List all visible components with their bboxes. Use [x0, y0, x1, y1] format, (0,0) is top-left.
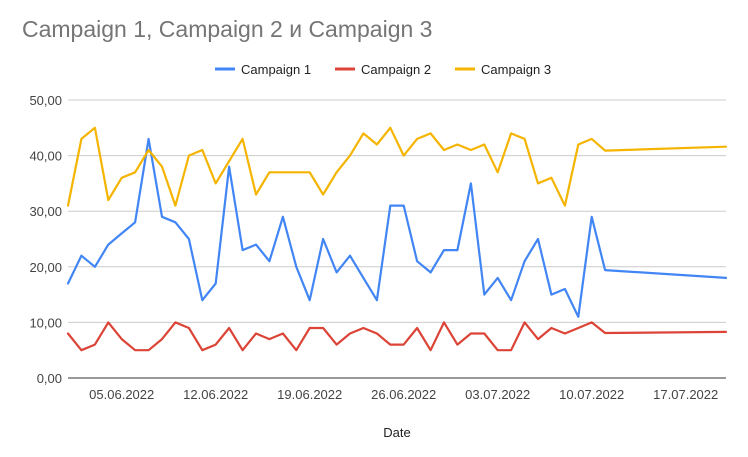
series-line [66, 126, 728, 207]
y-tick-label: 50,00 [29, 93, 62, 108]
x-tick-label: 03.07.2022 [465, 387, 530, 402]
x-tick-label: 12.06.2022 [183, 387, 248, 402]
y-axis-ticks: 0,00 10,00 20,00 30,00 40,00 50,00 [29, 93, 62, 386]
x-tick-label: 19.06.2022 [277, 387, 342, 402]
y-tick-label: 30,00 [29, 204, 62, 219]
series-line [66, 137, 728, 318]
y-tick-label: 0,00 [37, 371, 62, 386]
chart-title: Campaign 1, Campaign 2 и Campaign 3 [22, 16, 433, 42]
series-lines [66, 126, 728, 352]
legend: Campaign 1 Campaign 2 Campaign 3 [215, 62, 551, 77]
x-axis-ticks: 05.06.2022 12.06.2022 19.06.2022 26.06.2022… [89, 387, 718, 402]
x-axis-title: Date [383, 425, 410, 440]
x-tick-label: 10.07.2022 [559, 387, 624, 402]
series-line [66, 321, 728, 352]
legend-label: Campaign 2 [361, 62, 431, 77]
y-tick-label: 20,00 [29, 260, 62, 275]
legend-label: Campaign 1 [241, 62, 311, 77]
x-tick-label: 26.06.2022 [371, 387, 436, 402]
x-tick-label: 05.06.2022 [89, 387, 154, 402]
y-tick-label: 10,00 [29, 315, 62, 330]
legend-label: Campaign 3 [481, 62, 551, 77]
x-tick-label: 17.07.2022 [653, 387, 718, 402]
y-tick-label: 40,00 [29, 149, 62, 164]
